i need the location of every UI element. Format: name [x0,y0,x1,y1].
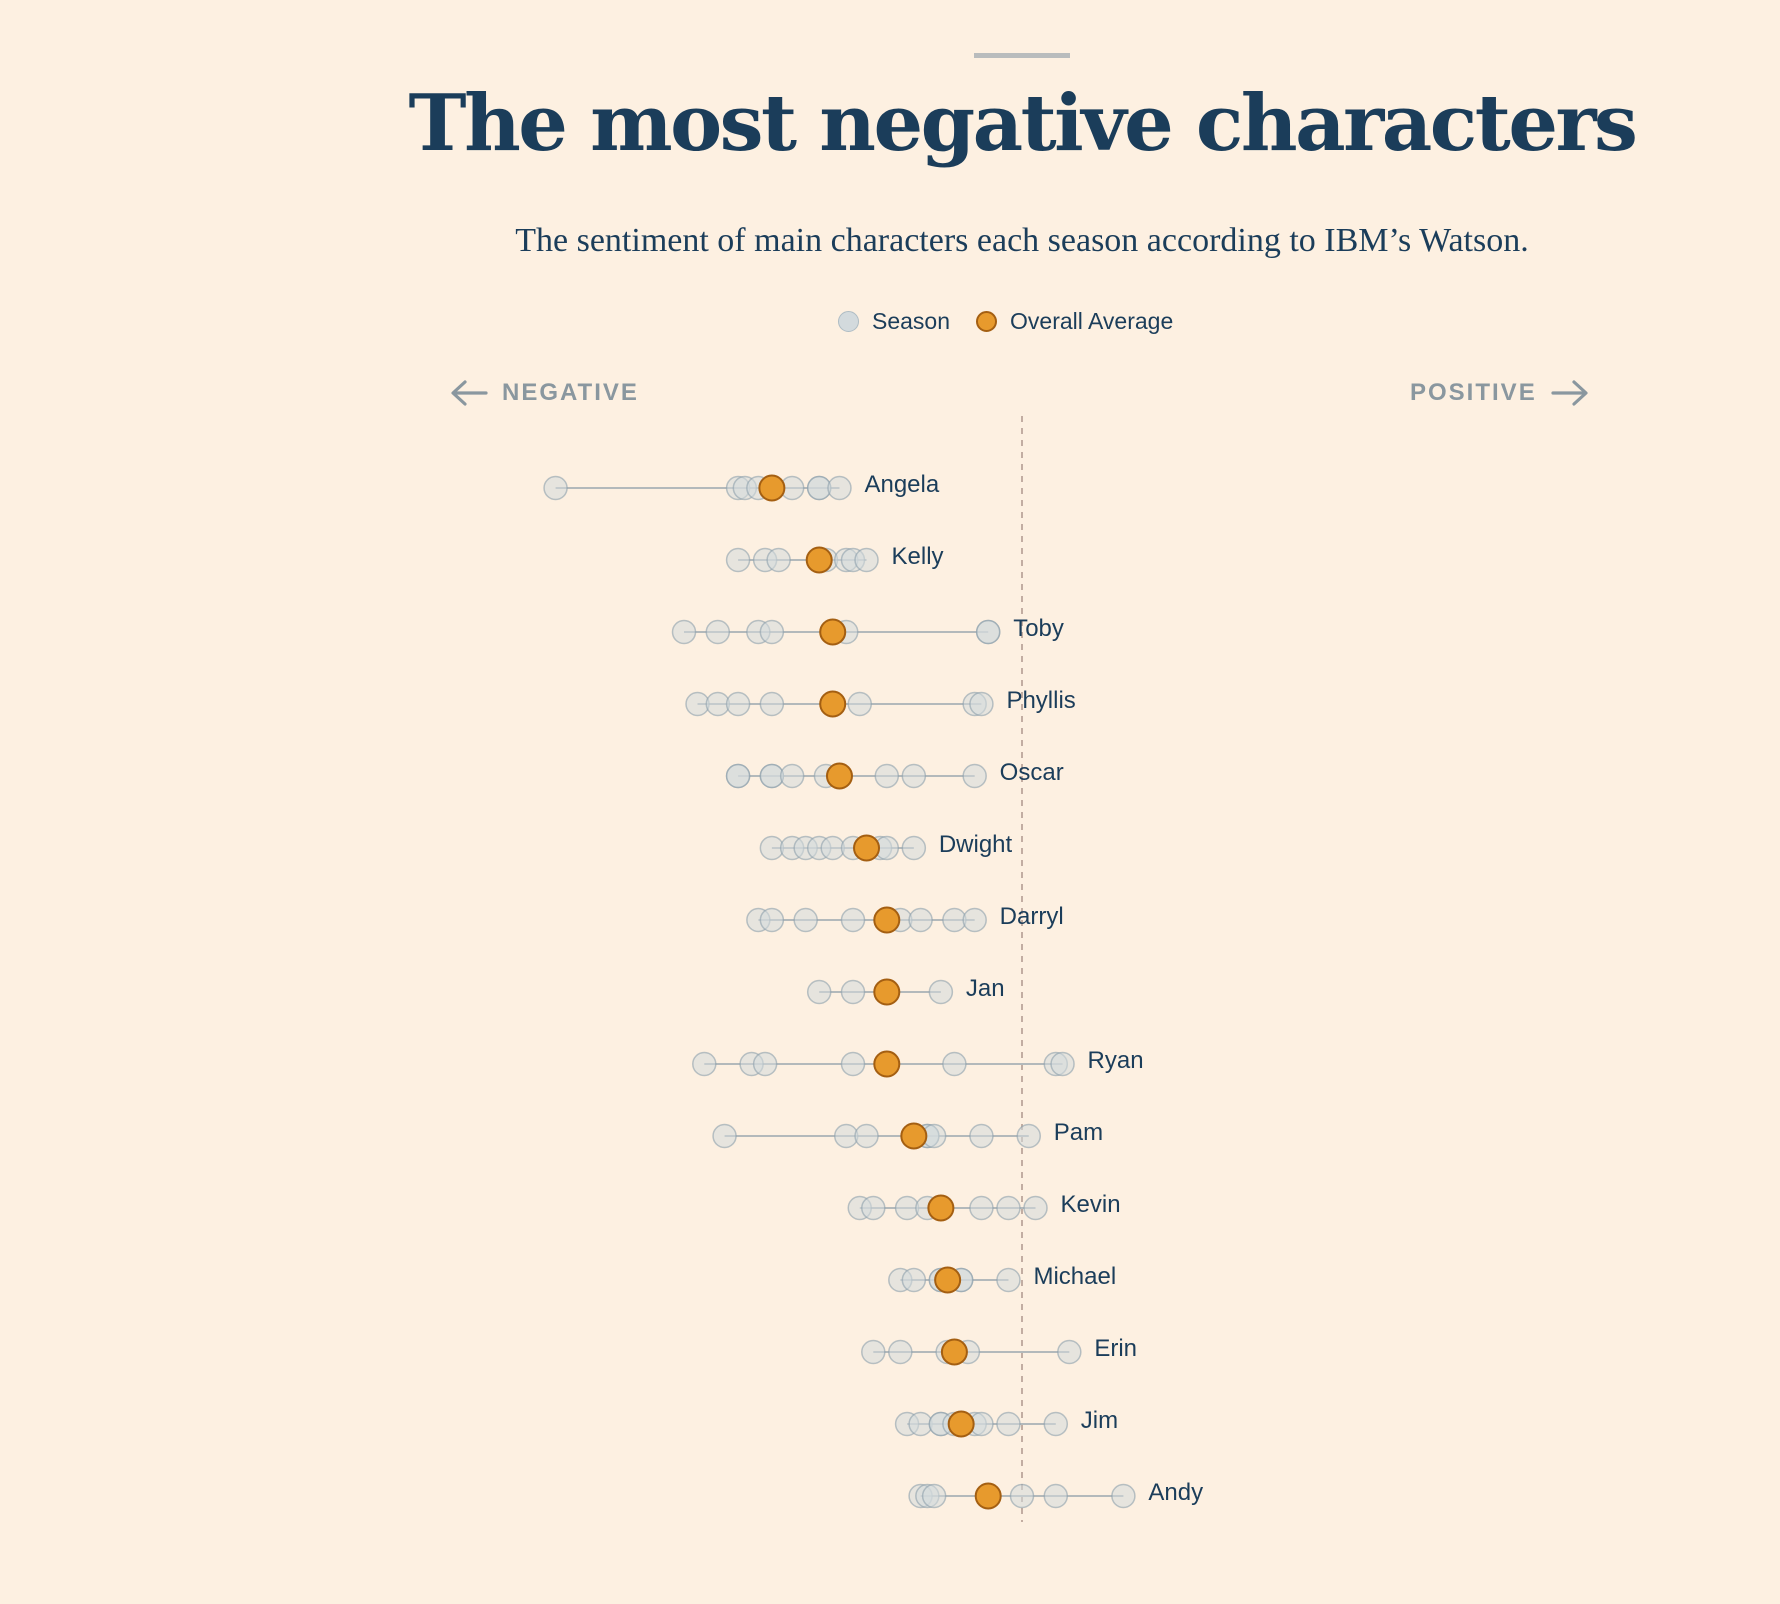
season-dot [725,763,751,789]
season-dot [1043,1483,1069,1509]
character-label: Kelly [892,543,944,570]
season-dot [962,763,987,789]
season-dot [1009,1483,1035,1509]
character-label: Angela [864,471,939,498]
average-dot [940,1338,968,1366]
season-dot [705,619,731,645]
average-dot-icon [976,310,998,332]
positive-label: POSITIVE [1410,379,1537,406]
legend: Season Overall Average [838,305,1199,337]
character-label: Darryl [1000,903,1064,930]
season-dot [854,1123,879,1149]
season-dot [921,1483,947,1509]
season-dot [847,691,873,717]
page-title: The most negative characters [408,78,1638,169]
season-dot [827,475,852,501]
season-dot [1050,1051,1075,1077]
season-dot [1043,1411,1069,1437]
season-dot [1023,1195,1048,1221]
season-dot [969,1123,994,1149]
season-dot [861,1339,886,1365]
average-dot [873,978,901,1006]
character-label: Michael [1033,1263,1116,1290]
season-dot [888,1339,913,1365]
season-dot [908,907,933,933]
negative-direction-label: NEGATIVE [450,376,639,410]
average-dot [758,474,786,502]
character-label: Ryan [1088,1047,1144,1074]
character-label: Jan [966,975,1005,1002]
legend-item-season: Season [838,308,950,335]
season-dot [759,619,785,645]
season-dot [793,907,818,933]
season-dot [996,1195,1021,1221]
season-dot [969,1195,994,1221]
season-dot [975,619,1001,645]
season-dot [779,763,805,789]
average-dot [825,762,853,790]
character-label: Pam [1054,1119,1103,1146]
season-dot [901,835,927,861]
season-dot [752,1051,778,1077]
season-dot [840,1051,866,1077]
season-dot [942,1051,967,1077]
season-dot [671,619,697,645]
page-subtitle: The sentiment of main characters each se… [515,222,1529,259]
character-label: Erin [1094,1335,1137,1362]
average-dot [934,1266,962,1294]
season-dot [969,691,994,717]
season-dot [840,979,866,1005]
average-dot [873,906,901,934]
legend-average-label: Overall Average [1010,307,1174,334]
character-label: Toby [1013,615,1064,642]
average-dot [873,1050,901,1078]
season-dot [874,763,900,789]
character-label: Andy [1148,1479,1203,1506]
season-dot [901,1267,927,1293]
average-dot [853,834,881,862]
season-dot [996,1267,1021,1293]
average-dot [805,546,833,574]
season-dot [806,979,832,1005]
negative-label: NEGATIVE [502,379,639,406]
season-dot [1057,1339,1082,1365]
season-dot [725,691,751,717]
average-dot [974,1482,1002,1510]
season-dot [996,1411,1021,1437]
season-dot [725,547,751,573]
average-dot [819,690,847,718]
season-dot [766,547,791,573]
character-label: Dwight [939,831,1013,858]
season-dot [854,547,879,573]
season-dot [543,475,568,501]
character-label: Oscar [1000,759,1064,786]
season-dot [1111,1483,1136,1509]
average-dot [927,1194,955,1222]
season-dot [928,979,954,1005]
season-dot [759,691,785,717]
average-dot [819,618,847,646]
character-label: Jim [1081,1407,1118,1434]
average-dot [900,1122,928,1150]
arrow-right-icon [1551,380,1588,406]
average-dot [947,1410,975,1438]
season-dot [1016,1123,1042,1149]
season-dot [692,1051,717,1077]
top-rule [974,53,1070,58]
character-label: Phyllis [1006,687,1075,714]
season-dot [901,763,927,789]
season-dot [712,1123,737,1149]
legend-item-average: Overall Average [976,308,1173,335]
legend-season-label: Season [872,307,951,334]
positive-direction-label: POSITIVE [1410,376,1589,410]
season-dot [962,907,987,933]
season-dot-icon [838,310,859,332]
arrow-left-icon [451,380,488,406]
character-label: Kevin [1061,1191,1121,1218]
season-dot [840,907,866,933]
season-dot [861,1195,886,1221]
season-dot [759,907,785,933]
